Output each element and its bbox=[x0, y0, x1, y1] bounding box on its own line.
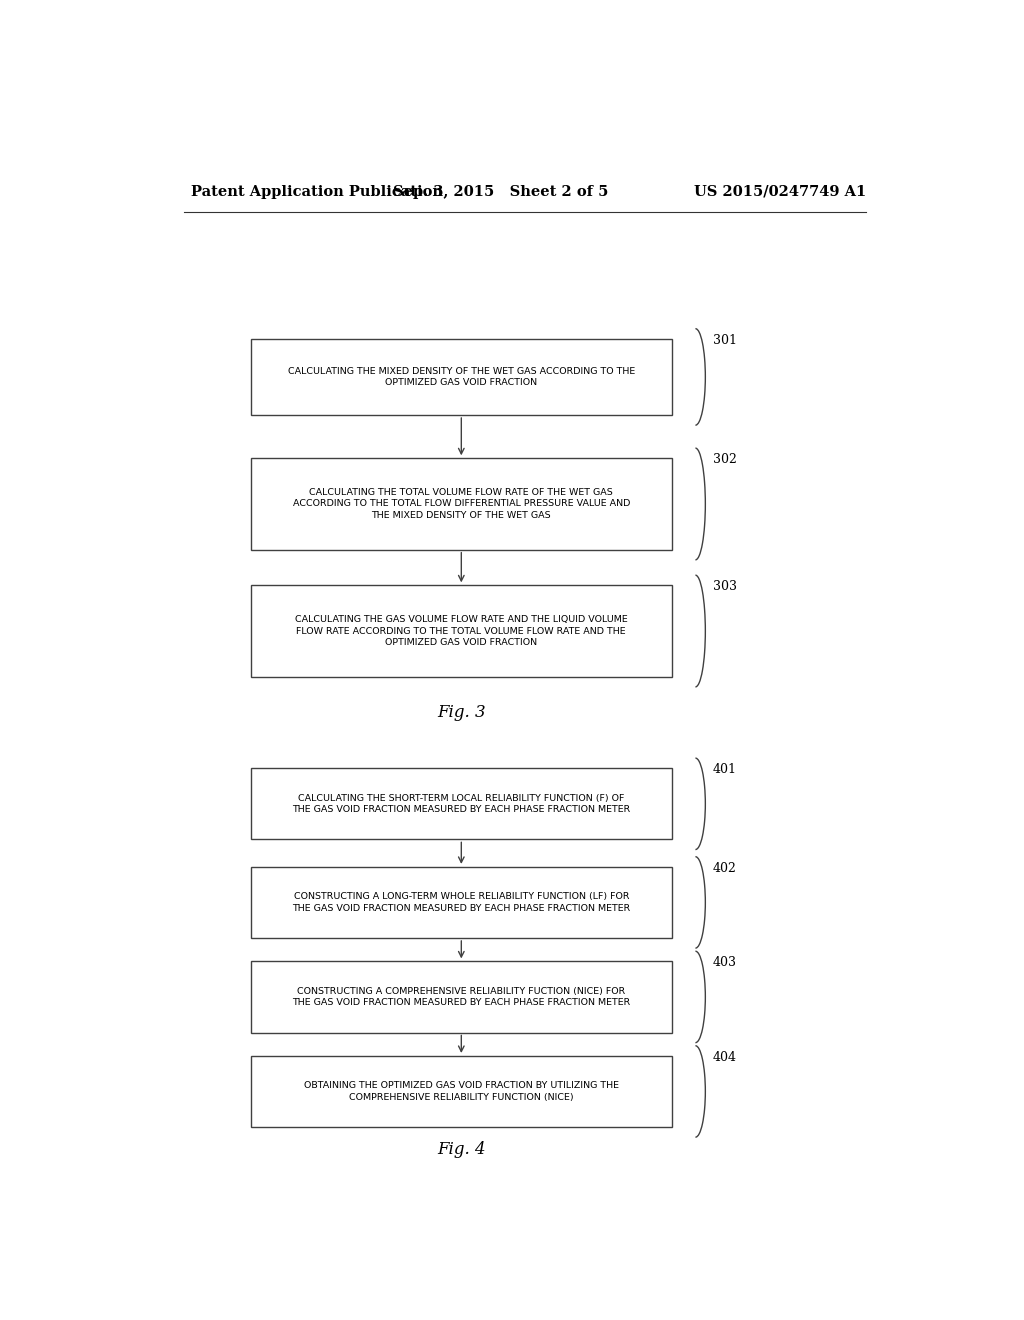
Text: CALCULATING THE MIXED DENSITY OF THE WET GAS ACCORDING TO THE
OPTIMIZED GAS VOID: CALCULATING THE MIXED DENSITY OF THE WET… bbox=[288, 367, 635, 387]
Text: CALCULATING THE TOTAL VOLUME FLOW RATE OF THE WET GAS
ACCORDING TO THE TOTAL FLO: CALCULATING THE TOTAL VOLUME FLOW RATE O… bbox=[293, 488, 630, 520]
FancyBboxPatch shape bbox=[251, 585, 672, 677]
Text: 402: 402 bbox=[713, 862, 736, 875]
FancyBboxPatch shape bbox=[251, 768, 672, 840]
Text: 303: 303 bbox=[713, 581, 737, 593]
FancyBboxPatch shape bbox=[251, 961, 672, 1032]
Text: Patent Application Publication: Patent Application Publication bbox=[191, 185, 443, 199]
Text: Sep. 3, 2015   Sheet 2 of 5: Sep. 3, 2015 Sheet 2 of 5 bbox=[393, 185, 608, 199]
Text: CALCULATING THE SHORT-TERM LOCAL RELIABILITY FUNCTION (F) OF
THE GAS VOID FRACTI: CALCULATING THE SHORT-TERM LOCAL RELIABI… bbox=[292, 793, 631, 814]
FancyBboxPatch shape bbox=[251, 339, 672, 414]
Text: Fig. 4: Fig. 4 bbox=[437, 1140, 485, 1158]
FancyBboxPatch shape bbox=[251, 1056, 672, 1127]
FancyBboxPatch shape bbox=[251, 867, 672, 939]
Text: 301: 301 bbox=[713, 334, 737, 347]
Text: CONSTRUCTING A LONG-TERM WHOLE RELIABILITY FUNCTION (LF) FOR
THE GAS VOID FRACTI: CONSTRUCTING A LONG-TERM WHOLE RELIABILI… bbox=[292, 892, 631, 912]
FancyBboxPatch shape bbox=[251, 458, 672, 549]
Text: OBTAINING THE OPTIMIZED GAS VOID FRACTION BY UTILIZING THE
COMPREHENSIVE RELIABI: OBTAINING THE OPTIMIZED GAS VOID FRACTIO… bbox=[304, 1081, 618, 1102]
Text: 401: 401 bbox=[713, 763, 737, 776]
Text: Fig. 3: Fig. 3 bbox=[437, 704, 485, 721]
Text: US 2015/0247749 A1: US 2015/0247749 A1 bbox=[694, 185, 866, 199]
Text: CONSTRUCTING A COMPREHENSIVE RELIABILITY FUCTION (NICE) FOR
THE GAS VOID FRACTIO: CONSTRUCTING A COMPREHENSIVE RELIABILITY… bbox=[292, 987, 631, 1007]
Text: CALCULATING THE GAS VOLUME FLOW RATE AND THE LIQUID VOLUME
FLOW RATE ACCORDING T: CALCULATING THE GAS VOLUME FLOW RATE AND… bbox=[295, 615, 628, 647]
Text: 403: 403 bbox=[713, 956, 737, 969]
Text: 404: 404 bbox=[713, 1051, 737, 1064]
Text: 302: 302 bbox=[713, 453, 736, 466]
